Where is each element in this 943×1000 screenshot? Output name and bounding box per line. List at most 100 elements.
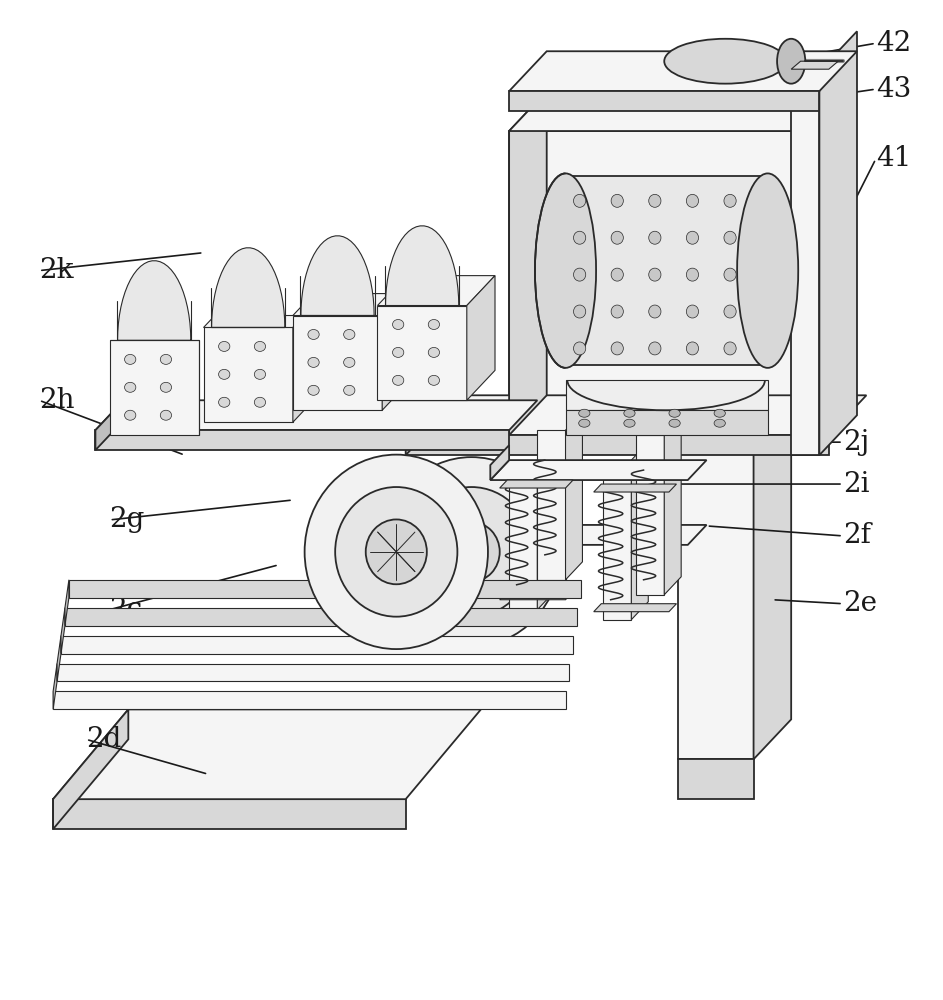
Ellipse shape — [687, 231, 699, 244]
Ellipse shape — [573, 268, 586, 281]
Polygon shape — [118, 261, 190, 340]
Ellipse shape — [649, 342, 661, 355]
Ellipse shape — [392, 375, 404, 385]
Ellipse shape — [724, 231, 736, 244]
Ellipse shape — [124, 410, 136, 420]
Polygon shape — [95, 430, 509, 450]
Polygon shape — [386, 226, 458, 306]
Ellipse shape — [687, 305, 699, 318]
Ellipse shape — [649, 194, 661, 207]
Polygon shape — [538, 430, 566, 580]
Polygon shape — [405, 395, 443, 455]
Polygon shape — [53, 691, 566, 709]
Ellipse shape — [579, 419, 590, 427]
Polygon shape — [293, 316, 305, 422]
Polygon shape — [509, 51, 857, 91]
Polygon shape — [664, 417, 681, 595]
Ellipse shape — [428, 375, 439, 385]
Ellipse shape — [255, 341, 266, 351]
Ellipse shape — [219, 369, 230, 379]
Ellipse shape — [160, 354, 172, 364]
Ellipse shape — [535, 173, 596, 368]
Polygon shape — [377, 276, 495, 306]
Ellipse shape — [714, 419, 725, 427]
Ellipse shape — [624, 409, 635, 417]
Ellipse shape — [343, 385, 355, 395]
Ellipse shape — [573, 231, 586, 244]
Polygon shape — [509, 131, 819, 400]
Polygon shape — [509, 91, 857, 131]
Polygon shape — [791, 61, 838, 69]
Ellipse shape — [308, 385, 319, 395]
Ellipse shape — [611, 305, 623, 318]
Ellipse shape — [649, 231, 661, 244]
Polygon shape — [819, 31, 857, 455]
Polygon shape — [405, 395, 867, 435]
Polygon shape — [467, 276, 495, 400]
Ellipse shape — [573, 194, 586, 207]
Polygon shape — [791, 71, 819, 455]
Ellipse shape — [305, 455, 488, 649]
Ellipse shape — [124, 382, 136, 392]
Polygon shape — [95, 400, 538, 430]
Ellipse shape — [724, 268, 736, 281]
Ellipse shape — [669, 419, 680, 427]
Polygon shape — [509, 91, 547, 435]
Polygon shape — [377, 306, 467, 400]
Polygon shape — [678, 430, 753, 759]
Polygon shape — [509, 460, 538, 610]
Ellipse shape — [611, 342, 623, 355]
Ellipse shape — [255, 369, 266, 379]
Ellipse shape — [573, 342, 586, 355]
Polygon shape — [53, 709, 128, 829]
Polygon shape — [65, 580, 69, 626]
Ellipse shape — [724, 194, 736, 207]
Polygon shape — [65, 608, 577, 626]
Ellipse shape — [343, 329, 355, 339]
Ellipse shape — [160, 410, 172, 420]
Ellipse shape — [335, 487, 457, 617]
Ellipse shape — [219, 397, 230, 407]
Ellipse shape — [308, 329, 319, 339]
Ellipse shape — [124, 354, 136, 364]
Ellipse shape — [687, 268, 699, 281]
Polygon shape — [490, 525, 706, 545]
Polygon shape — [566, 412, 583, 580]
Polygon shape — [53, 709, 481, 799]
Ellipse shape — [308, 357, 319, 367]
Polygon shape — [57, 636, 61, 681]
Polygon shape — [500, 592, 573, 600]
Polygon shape — [678, 759, 753, 799]
Ellipse shape — [724, 342, 736, 355]
Text: 2j: 2j — [843, 429, 869, 456]
Polygon shape — [678, 390, 791, 430]
Ellipse shape — [611, 194, 623, 207]
Polygon shape — [53, 799, 405, 829]
Ellipse shape — [611, 231, 623, 244]
Text: 2h: 2h — [39, 387, 74, 414]
Polygon shape — [204, 327, 293, 422]
Ellipse shape — [392, 320, 404, 329]
Polygon shape — [405, 435, 829, 455]
Ellipse shape — [573, 305, 586, 318]
Polygon shape — [211, 248, 285, 327]
Text: 2c: 2c — [109, 596, 142, 623]
Text: 2e: 2e — [843, 590, 877, 617]
Polygon shape — [753, 390, 791, 759]
Ellipse shape — [160, 382, 172, 392]
Polygon shape — [382, 294, 403, 410]
Text: 2k: 2k — [39, 257, 74, 284]
Text: 43: 43 — [876, 76, 911, 103]
Ellipse shape — [443, 522, 500, 582]
Ellipse shape — [343, 357, 355, 367]
Text: 2g: 2g — [109, 506, 145, 533]
Polygon shape — [594, 484, 676, 492]
Ellipse shape — [649, 268, 661, 281]
Ellipse shape — [428, 320, 439, 329]
Polygon shape — [631, 442, 648, 620]
Polygon shape — [301, 236, 374, 316]
Ellipse shape — [255, 397, 266, 407]
Polygon shape — [61, 608, 65, 654]
Ellipse shape — [611, 268, 623, 281]
Polygon shape — [636, 435, 664, 595]
